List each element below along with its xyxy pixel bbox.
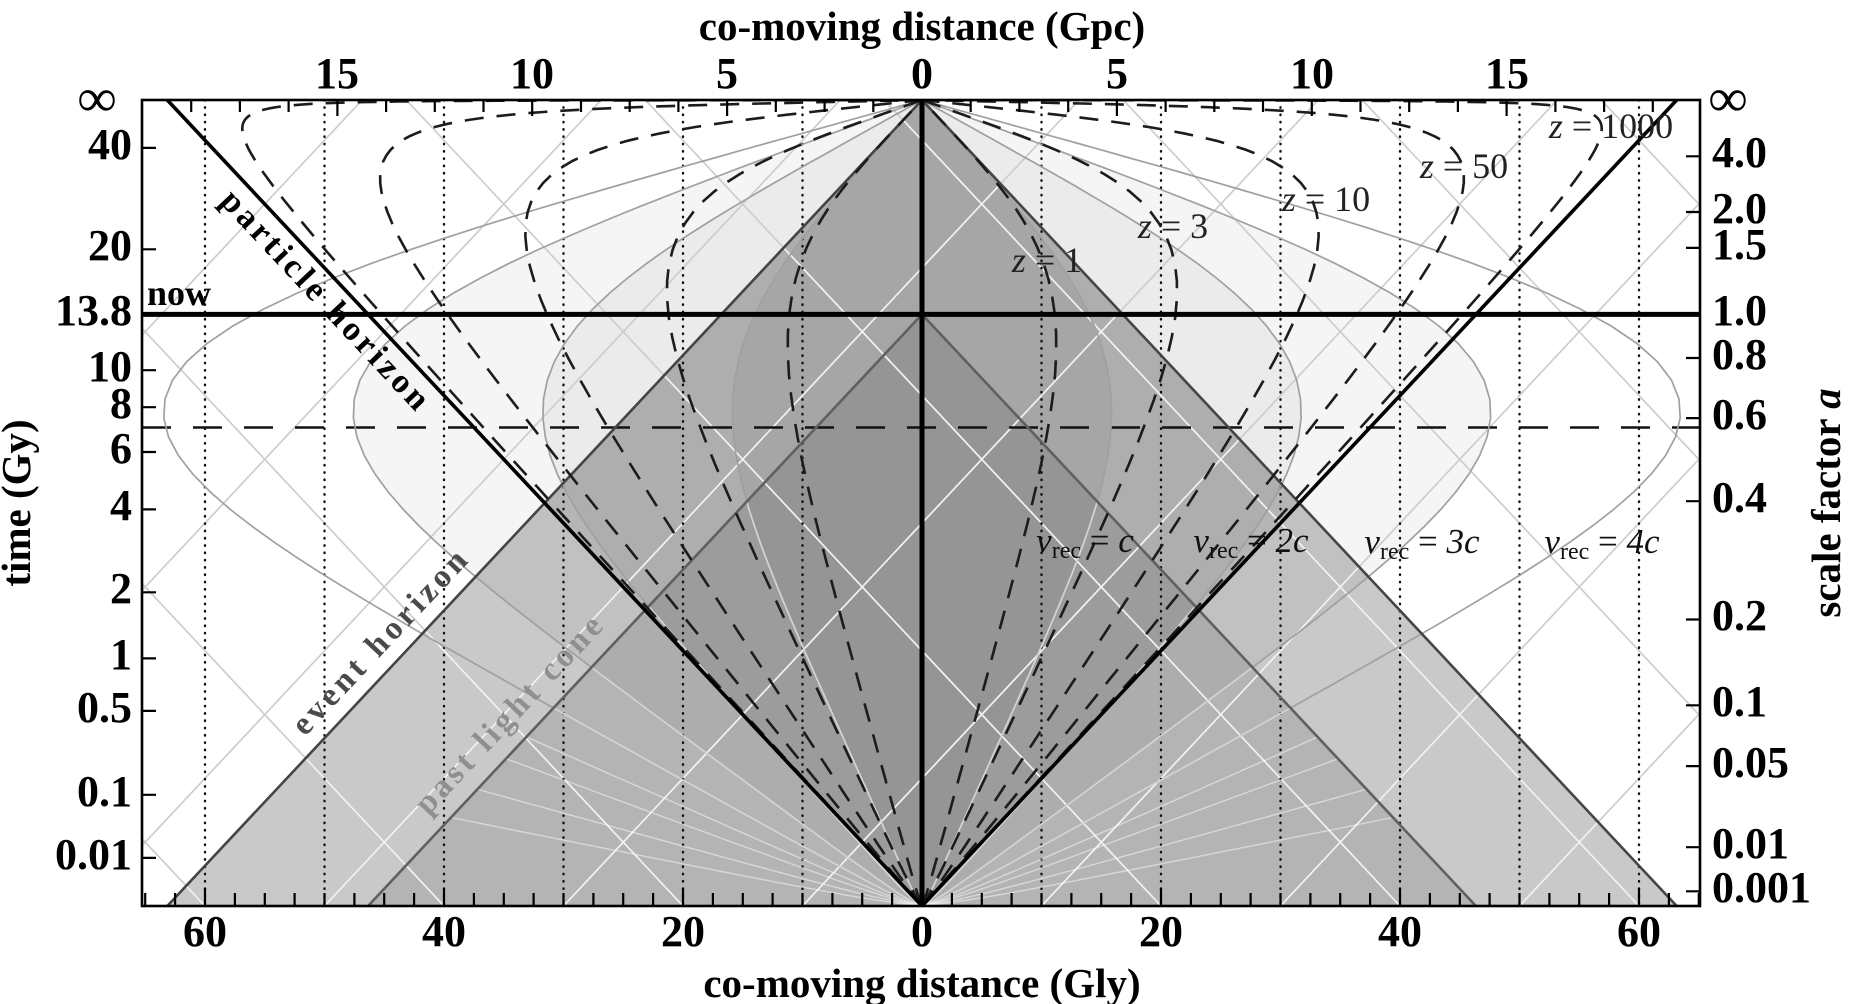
svg-text:13.8: 13.8 xyxy=(55,286,132,335)
svg-text:co-moving distance (Gpc): co-moving distance (Gpc) xyxy=(699,3,1145,49)
svg-text:vrec = 2c: vrec = 2c xyxy=(1193,521,1309,564)
svg-text:40: 40 xyxy=(1378,907,1422,956)
svg-text:0.4: 0.4 xyxy=(1712,473,1767,522)
svg-text:∞: ∞ xyxy=(1709,68,1748,128)
svg-text:20: 20 xyxy=(661,907,705,956)
svg-text:z = 10: z = 10 xyxy=(1281,179,1370,219)
svg-text:0: 0 xyxy=(911,907,933,956)
svg-text:now: now xyxy=(147,273,211,313)
svg-text:4: 4 xyxy=(110,481,132,530)
svg-text:6: 6 xyxy=(110,424,132,473)
svg-text:1.0: 1.0 xyxy=(1712,286,1767,335)
svg-text:60: 60 xyxy=(1617,907,1661,956)
svg-text:co-moving distance (Gly): co-moving distance (Gly) xyxy=(703,960,1140,1004)
svg-text:vrec = 4c: vrec = 4c xyxy=(1544,522,1660,565)
svg-text:0.01: 0.01 xyxy=(1712,819,1789,868)
svg-text:z = 1000: z = 1000 xyxy=(1548,106,1673,146)
svg-text:0.1: 0.1 xyxy=(1712,677,1767,726)
svg-text:5: 5 xyxy=(1106,49,1128,98)
svg-text:0: 0 xyxy=(911,49,933,98)
svg-text:60: 60 xyxy=(183,907,227,956)
svg-text:0.6: 0.6 xyxy=(1712,390,1767,439)
svg-text:5: 5 xyxy=(716,49,738,98)
svg-text:10: 10 xyxy=(1290,49,1334,98)
svg-text:0.01: 0.01 xyxy=(55,830,132,879)
svg-text:40: 40 xyxy=(88,120,132,169)
svg-text:0.05: 0.05 xyxy=(1712,738,1789,787)
svg-text:2.0: 2.0 xyxy=(1712,184,1767,233)
svg-text:0.8: 0.8 xyxy=(1712,330,1767,379)
svg-text:40: 40 xyxy=(422,907,466,956)
svg-text:20: 20 xyxy=(1139,907,1183,956)
svg-text:scale factor a: scale factor a xyxy=(1803,388,1849,617)
svg-text:2: 2 xyxy=(110,564,132,613)
svg-text:vrec = 3c: vrec = 3c xyxy=(1364,522,1480,565)
svg-text:z = 50: z = 50 xyxy=(1419,146,1508,186)
svg-text:z = 1: z = 1 xyxy=(1011,240,1082,280)
svg-text:0.2: 0.2 xyxy=(1712,591,1767,640)
svg-text:time (Gy): time (Gy) xyxy=(0,419,39,586)
svg-text:10: 10 xyxy=(510,49,554,98)
svg-text:8: 8 xyxy=(110,379,132,428)
svg-text:0.1: 0.1 xyxy=(77,767,132,816)
svg-text:4.0: 4.0 xyxy=(1712,128,1767,177)
svg-text:1: 1 xyxy=(110,630,132,679)
svg-text:20: 20 xyxy=(88,221,132,270)
svg-text:15: 15 xyxy=(1485,49,1529,98)
svg-text:15: 15 xyxy=(315,49,359,98)
svg-text:vrec = c: vrec = c xyxy=(1036,521,1134,564)
svg-text:∞: ∞ xyxy=(78,68,117,128)
svg-text:1.5: 1.5 xyxy=(1712,220,1767,269)
svg-text:10: 10 xyxy=(88,342,132,391)
svg-text:0.5: 0.5 xyxy=(77,683,132,732)
svg-text:0.001: 0.001 xyxy=(1712,863,1811,912)
svg-text:z = 3: z = 3 xyxy=(1137,206,1208,246)
